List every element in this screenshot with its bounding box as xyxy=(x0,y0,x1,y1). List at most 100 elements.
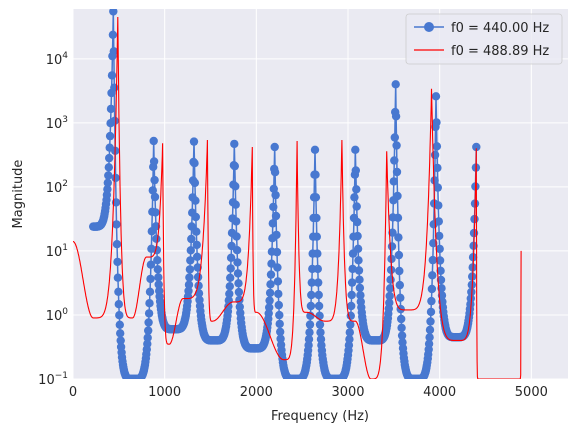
series-1-point xyxy=(391,80,400,89)
x-axis-ticks: 0 1000 2000 3000 4000 5000 xyxy=(69,385,548,400)
series-1-point xyxy=(233,269,243,278)
series-1-point xyxy=(114,300,124,309)
series-1-point xyxy=(226,253,236,262)
series-1-point xyxy=(191,196,200,205)
series-1-point xyxy=(395,266,404,276)
series-1-point xyxy=(194,281,203,290)
series-1-point xyxy=(272,230,281,240)
series-1-point xyxy=(109,47,119,56)
series-1-point xyxy=(424,339,434,348)
series-1-point xyxy=(146,260,156,269)
x-tick-label: 4000 xyxy=(423,385,456,400)
series-1-point xyxy=(273,277,283,286)
series-1-point xyxy=(110,116,119,126)
x-tick-label: 0 xyxy=(69,385,77,400)
series-1-point xyxy=(310,145,320,154)
series-1-point xyxy=(433,163,442,173)
series-1-point xyxy=(270,168,280,177)
series-1-point xyxy=(430,176,439,185)
series-area xyxy=(73,9,522,379)
series-1-point xyxy=(389,177,398,186)
series-1-point xyxy=(311,170,320,179)
series-1-point xyxy=(312,213,321,223)
series-1-point xyxy=(307,290,316,300)
series-1-point xyxy=(186,246,195,255)
series-1-point xyxy=(353,217,362,227)
series-1-point xyxy=(103,178,113,187)
series-1-point xyxy=(226,273,235,282)
series-1-point xyxy=(152,245,162,255)
series-1-point xyxy=(426,307,436,317)
series-1-point xyxy=(390,133,399,142)
series-1-point xyxy=(432,142,442,151)
series-1-point xyxy=(193,263,202,272)
series-1-point xyxy=(265,303,274,312)
series-1-point xyxy=(265,296,274,305)
series-1-point xyxy=(315,320,325,329)
y-tick-label: 101 xyxy=(46,243,68,260)
series-1-point xyxy=(184,280,194,289)
series-1-point xyxy=(392,167,402,177)
series-1-point xyxy=(274,289,283,299)
series-1-point xyxy=(143,339,152,349)
series-1-point xyxy=(274,300,283,310)
series-1-point xyxy=(276,327,285,336)
series-1-point xyxy=(150,175,159,185)
x-tick-label: 1000 xyxy=(148,385,181,400)
series-1-point xyxy=(314,290,323,300)
series-1-point xyxy=(312,232,321,241)
series-1-point xyxy=(114,287,123,296)
series-1-point xyxy=(111,173,120,183)
series-1-point xyxy=(185,273,194,282)
series-1-point xyxy=(304,341,313,350)
series-1-point xyxy=(434,217,443,226)
series-1-point xyxy=(193,252,202,261)
series-1-point xyxy=(154,273,163,282)
series-1-point xyxy=(304,335,314,344)
series-1-point xyxy=(392,141,401,150)
series-1-point xyxy=(387,254,396,264)
series-1-point xyxy=(386,275,395,284)
legend-marker-series1 xyxy=(424,22,434,32)
series-1-point xyxy=(189,137,199,146)
series-1-point xyxy=(146,274,155,284)
series-1-point xyxy=(390,156,399,165)
series-1-point xyxy=(397,314,406,324)
series-1-point xyxy=(313,264,322,274)
series-1-point xyxy=(113,257,122,267)
series-1-point xyxy=(269,202,278,212)
series-1-point xyxy=(144,318,153,327)
series-1-point xyxy=(191,212,200,222)
series-1-point xyxy=(153,265,162,274)
series-1-point xyxy=(269,184,278,193)
series-1-point xyxy=(466,294,475,303)
y-tick-label: 10−1 xyxy=(38,371,68,388)
series-1-point xyxy=(149,157,159,166)
series-1-point xyxy=(345,335,354,344)
series-1-point xyxy=(395,280,404,290)
series-1-point xyxy=(353,244,363,253)
series-1-point xyxy=(429,239,438,248)
series-1-point xyxy=(226,264,235,273)
x-tick-label: 3000 xyxy=(331,385,364,400)
series-1-point xyxy=(106,104,116,114)
series-1-point xyxy=(386,265,396,275)
series-1-point xyxy=(275,319,284,329)
series-1-point xyxy=(190,178,200,188)
series-1-point xyxy=(385,298,394,307)
series-1-point xyxy=(234,287,244,297)
series-1-point xyxy=(271,211,281,221)
series-1-point xyxy=(108,30,118,39)
series-1-point xyxy=(190,159,199,168)
y-tick-label: 100 xyxy=(46,307,69,324)
series-1-point xyxy=(233,258,242,267)
series-1-point xyxy=(347,301,356,311)
series-1-point xyxy=(113,273,123,282)
series-1-point xyxy=(115,320,125,329)
series-1-point xyxy=(347,290,356,300)
series-1-point xyxy=(437,284,446,293)
series-1-point xyxy=(387,242,397,251)
series-1-point xyxy=(145,287,155,296)
series-1-point xyxy=(112,240,122,249)
